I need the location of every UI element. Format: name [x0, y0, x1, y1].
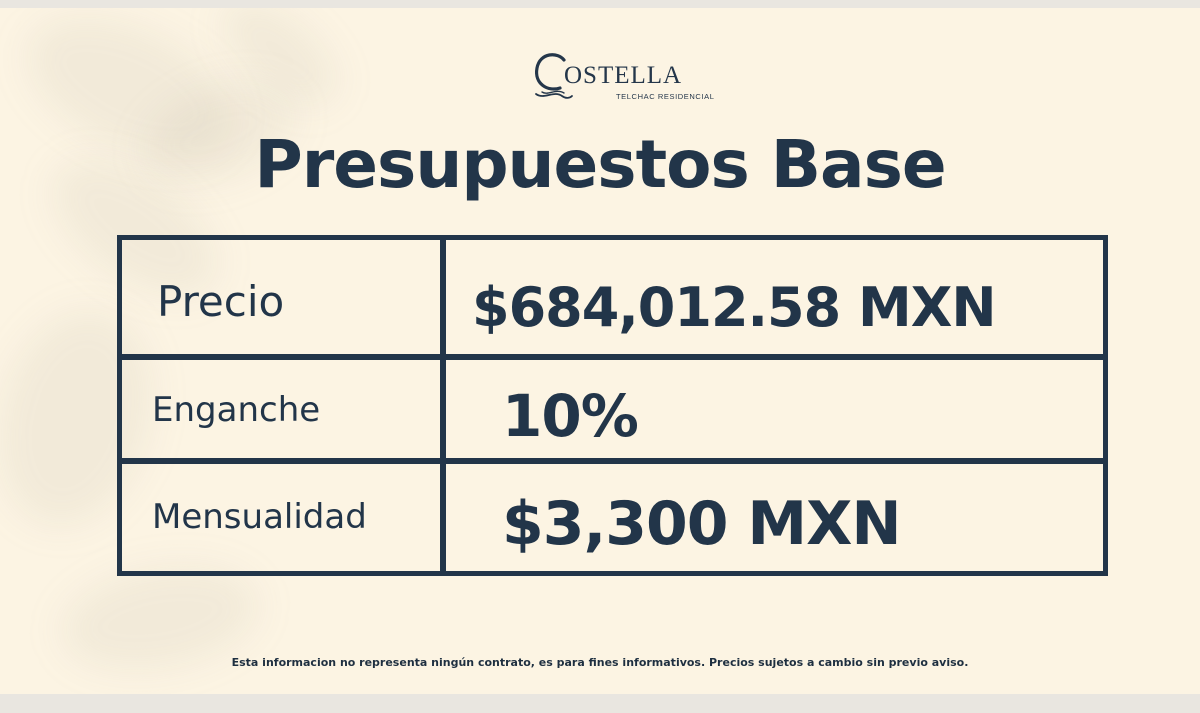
budget-table: Precio $684,012.58 MXN Enganche 10% Mens…	[117, 235, 1108, 576]
budget-card: OSTELLA TELCHAC RESIDENCIAL Presupuestos…	[0, 8, 1200, 694]
brand-logo: OSTELLA TELCHAC RESIDENCIAL	[530, 46, 714, 106]
table-divider	[122, 354, 1103, 360]
monthly-payment-label: Mensualidad	[152, 497, 367, 537]
down-payment-label: Enganche	[152, 390, 321, 430]
table-divider	[440, 240, 446, 571]
monthly-payment-value: $3,300 MXN	[502, 489, 902, 559]
price-value: $684,012.58 MXN	[472, 276, 997, 339]
table-divider	[122, 458, 1103, 464]
price-label: Precio	[157, 277, 285, 326]
logo-c-icon	[535, 53, 573, 99]
down-payment-value: 10%	[502, 382, 639, 450]
brand-name: OSTELLA	[564, 62, 683, 89]
page-title: Presupuestos Base	[254, 126, 946, 203]
brand-subtitle: TELCHAC RESIDENCIAL	[616, 92, 715, 101]
disclaimer-text: Esta informacion no representa ningún co…	[231, 656, 969, 669]
